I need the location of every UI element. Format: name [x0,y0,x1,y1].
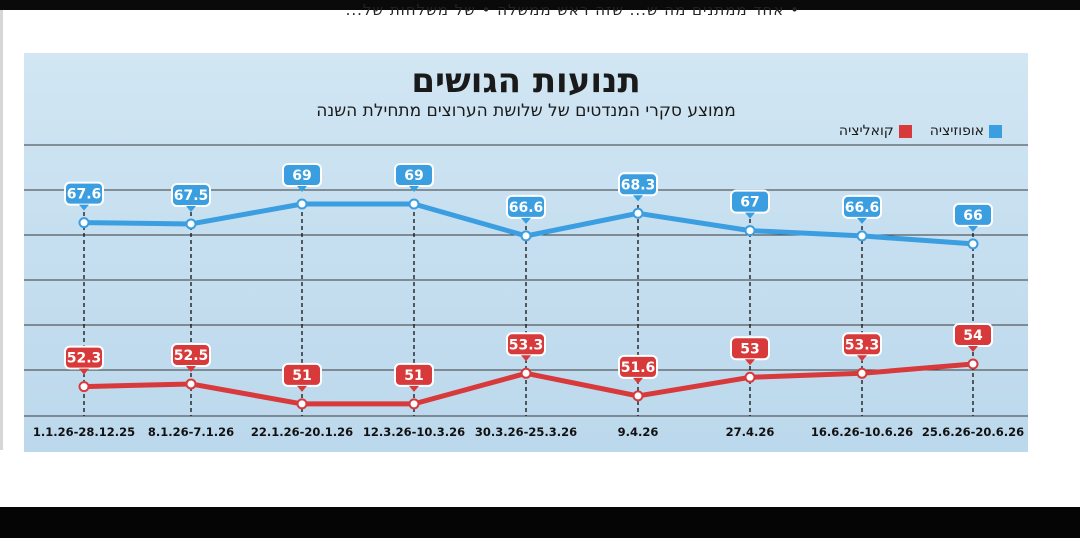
data-point [78,381,90,393]
legend-item-opposition: אופוזיציה [930,123,1002,139]
x-tick-label: 16.6.26-10.6.26 [811,425,913,439]
data-point [185,378,197,390]
data-label: 67.5 [174,188,209,204]
x-tick-label: 9.4.26 [618,425,659,439]
page-left-rule [0,10,3,450]
legend-swatch-coalition [898,124,912,138]
data-label-pointer [745,212,755,219]
data-label-pointer [79,368,89,375]
data-point [967,238,979,250]
data-label: 51.6 [621,360,656,376]
data-label-pointer [409,186,419,192]
data-point [856,230,868,242]
bottom-dark-bar [0,507,1080,538]
data-point [632,207,644,219]
data-point [520,230,532,242]
data-label-pointer [968,346,978,352]
data-label: 66.6 [845,200,880,216]
data-label: 68.3 [621,177,656,193]
data-point [185,218,197,230]
data-label: 51 [404,368,423,384]
data-label-pointer [633,195,643,202]
data-label: 67 [740,195,759,211]
data-point [408,198,420,210]
data-label-pointer [409,385,419,392]
x-tick-label: 12.3.26-10.3.26 [363,425,465,439]
article-text-fragment: • אחד ממתנים מה ש... שזה ראש ממשלה • של … [345,1,800,19]
legend-label-opposition: אופוזיציה [929,123,984,139]
data-label: 54 [963,328,983,344]
data-label: 66.6 [509,200,544,216]
data-label: 52.3 [67,351,102,367]
data-label: 51 [292,368,311,384]
chart-subtitle: ממוצע סקרי המנדטים של שלושת הערוצים מתחי… [316,101,736,121]
data-label: 66 [963,208,982,224]
data-label-pointer [968,225,978,232]
x-tick-label: 22.1.26-20.1.26 [251,425,353,439]
line-chart-plot: 1.1.26-28.12.25 8.1.26-7.1.26 22.1.26-20.1… [24,144,1028,439]
data-label-pointer [79,204,89,211]
top-dark-bar [0,0,1080,10]
data-label-pointer [521,217,531,224]
data-label-pointer [857,217,867,224]
data-point [408,398,420,410]
data-label-pointer [521,355,531,362]
x-tick-label: 8.1.26-7.1.26 [148,425,234,439]
x-tick-label: 1.1.26-28.12.25 [33,425,135,439]
data-label: 53.3 [509,337,544,353]
data-point [856,367,868,379]
data-label-pointer [297,385,307,392]
chart-panel: תנועות הגושים ממוצע סקרי המנדטים של שלוש… [24,53,1028,452]
data-label-pointer [186,205,196,212]
data-label: 52.5 [174,348,209,364]
data-point [296,198,308,210]
data-label-pointer [297,186,307,192]
data-label: 53 [740,341,759,357]
data-label: 67.6 [67,187,102,203]
data-point [744,225,756,237]
data-point [967,358,979,370]
data-point [520,367,532,379]
chart-title: תנועות הגושים [411,61,641,101]
data-point [744,371,756,383]
x-tick-label: 27.4.26 [726,425,775,439]
data-label: 69 [292,168,311,184]
data-label-pointer [857,355,867,362]
legend-item-coalition: קואליציה [839,123,912,139]
data-point [296,398,308,410]
data-point [632,390,644,402]
data-label: 53.3 [845,337,880,353]
data-label-pointer [186,365,196,372]
data-label-pointer [633,377,643,384]
chart-legend: אופוזיציה קואליציה [839,123,1002,139]
data-label: 69 [404,168,423,184]
legend-swatch-opposition [989,124,1002,138]
data-point [78,217,90,229]
data-label-pointer [745,359,755,366]
x-tick-label: 30.3.26-25.3.26 [475,425,577,439]
x-tick-label: 25.6.26-20.6.26 [922,425,1024,439]
legend-label-coalition: קואליציה [838,123,894,139]
